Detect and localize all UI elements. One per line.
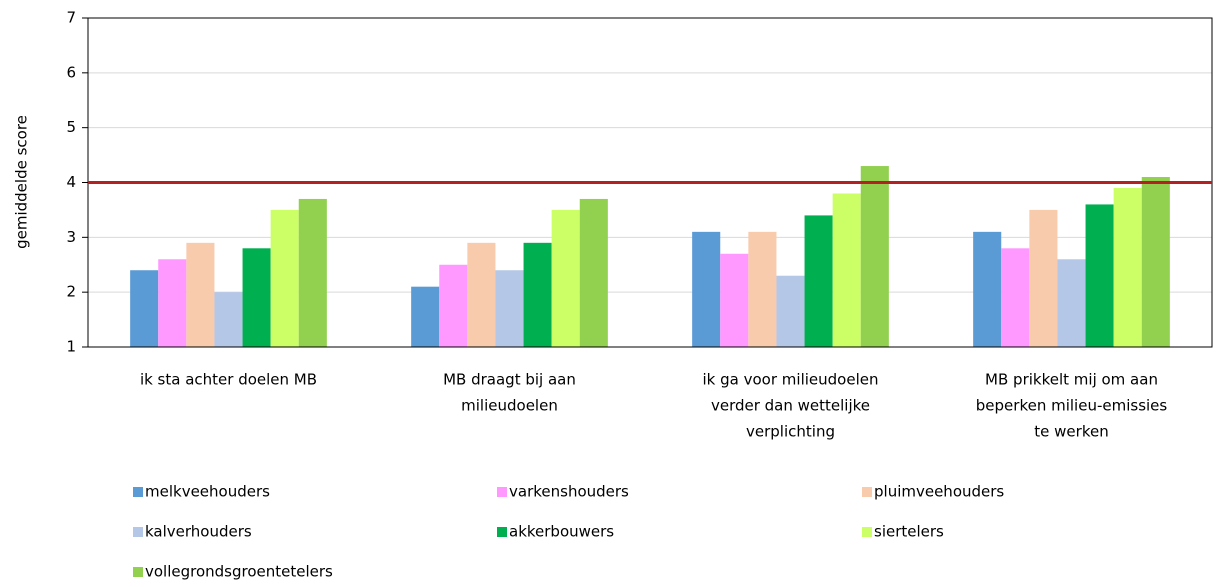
x-tick-label: verplichting [746,423,835,441]
legend-swatch [862,487,872,497]
x-tick-label: ik ga voor milieudoelen [703,371,879,389]
legend-swatch [497,487,507,497]
bar [832,193,861,347]
legend-label: varkenshouders [509,483,629,501]
bar [1001,248,1030,347]
bar [1085,204,1114,347]
bar [720,253,749,347]
y-tick-label: 4 [66,173,76,191]
bar [860,166,889,347]
legend-swatch [133,527,143,537]
y-axis-label: gemiddelde score [13,115,31,249]
bar [411,286,440,347]
bar [467,242,496,347]
bar [776,275,805,347]
bar [270,209,299,347]
bar [1141,177,1170,347]
legend-label: melkveehouders [145,483,270,501]
x-tick-label: te werken [1034,423,1108,441]
y-tick-label: 3 [66,228,76,246]
y-tick-label: 5 [66,118,76,136]
bar [692,231,721,347]
bar [523,242,552,347]
legend-label: pluimveehouders [874,483,1004,501]
x-tick-label: MB draagt bij aan [443,371,576,389]
legend-swatch [133,487,143,497]
bar [439,264,468,347]
legend-label: akkerbouwers [509,523,614,541]
y-tick-label: 6 [66,63,76,81]
bar [1113,187,1142,347]
bar [1057,259,1086,347]
x-tick-label: beperken milieu-emissies [976,397,1168,415]
bar [130,270,159,347]
bar [495,270,524,347]
x-tick-label: ik sta achter doelen MB [140,371,317,389]
legend-swatch [133,567,143,577]
bar [214,292,243,347]
x-tick-label: milieudoelen [461,397,558,415]
y-tick-label: 7 [66,9,76,27]
legend-label: vollegrondsgroentetelers [145,563,333,581]
bar [298,198,327,347]
x-tick-label: verder dan wettelijke [711,397,870,415]
bar [1029,209,1058,347]
y-tick-label: 1 [66,338,76,356]
legend-swatch [497,527,507,537]
legend-swatch [862,527,872,537]
bar [804,215,833,347]
bar [748,231,777,347]
legend-label: kalverhouders [145,523,252,541]
x-tick-label: MB prikkelt mij om aan [985,371,1158,389]
bar [158,259,187,347]
bar [579,198,608,347]
y-tick-label: 2 [66,283,76,301]
bar [186,242,215,347]
bar [973,231,1002,347]
bar [551,209,580,347]
bar [242,248,271,347]
legend-label: siertelers [874,523,944,541]
